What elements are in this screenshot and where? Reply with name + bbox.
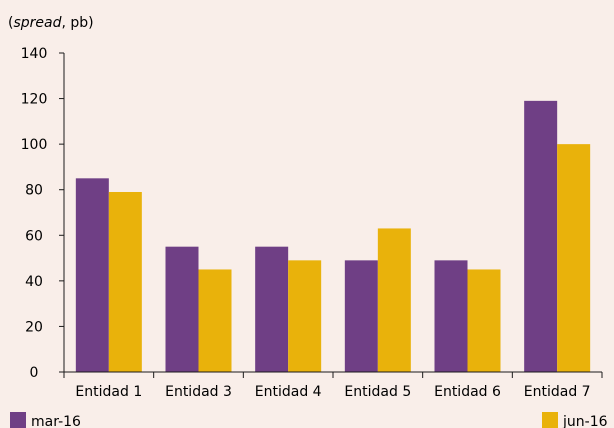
y-tick-label: 120 bbox=[21, 92, 48, 108]
legend-label-jun-16: jun-16 bbox=[562, 414, 608, 428]
legend-label-mar-16: mar-16 bbox=[31, 414, 81, 428]
y-tick-label: 40 bbox=[25, 274, 43, 290]
bar-mar-16 bbox=[524, 100, 558, 372]
x-tick-label: Entidad 5 bbox=[344, 384, 411, 400]
y-tick-label: 20 bbox=[25, 319, 43, 335]
x-tick-label: Entidad 6 bbox=[434, 384, 501, 400]
legend-swatch-jun-16 bbox=[542, 412, 558, 428]
y-tick-label: 60 bbox=[25, 228, 43, 244]
bar-mar-16 bbox=[255, 246, 289, 372]
x-axis: Entidad 1 Entidad 3 Entidad 4 Entidad 5 Enti… bbox=[75, 384, 590, 400]
axes bbox=[63, 53, 603, 378]
bar-jun-16 bbox=[467, 269, 501, 372]
bars bbox=[75, 100, 591, 372]
bar-jun-16 bbox=[557, 144, 591, 372]
y-tick-label: 100 bbox=[21, 137, 48, 153]
bar-jun-16 bbox=[288, 260, 322, 372]
y-tick-label: 0 bbox=[30, 365, 39, 381]
y-axis: 0 20 40 60 80 100 120 140 bbox=[21, 46, 64, 381]
bar-jun-16 bbox=[377, 228, 411, 372]
x-tick-label: Entidad 7 bbox=[524, 384, 591, 400]
bar-mar-16 bbox=[165, 246, 199, 372]
legend: mar-16 jun-16 bbox=[10, 412, 608, 428]
bar-mar-16 bbox=[434, 260, 468, 372]
x-tick-label: Entidad 1 bbox=[75, 384, 142, 400]
x-tick-label: Entidad 3 bbox=[165, 384, 232, 400]
bar-jun-16 bbox=[198, 269, 232, 372]
y-tick-label: 80 bbox=[25, 183, 43, 199]
legend-swatch-mar-16 bbox=[10, 412, 26, 428]
y-tick-label: 140 bbox=[21, 46, 48, 62]
bar-jun-16 bbox=[108, 191, 142, 372]
x-tick-label: Entidad 4 bbox=[255, 384, 322, 400]
bar-mar-16 bbox=[344, 260, 378, 372]
y-axis-unit-label: (spread, pb) bbox=[8, 15, 94, 31]
bar-mar-16 bbox=[75, 178, 109, 372]
